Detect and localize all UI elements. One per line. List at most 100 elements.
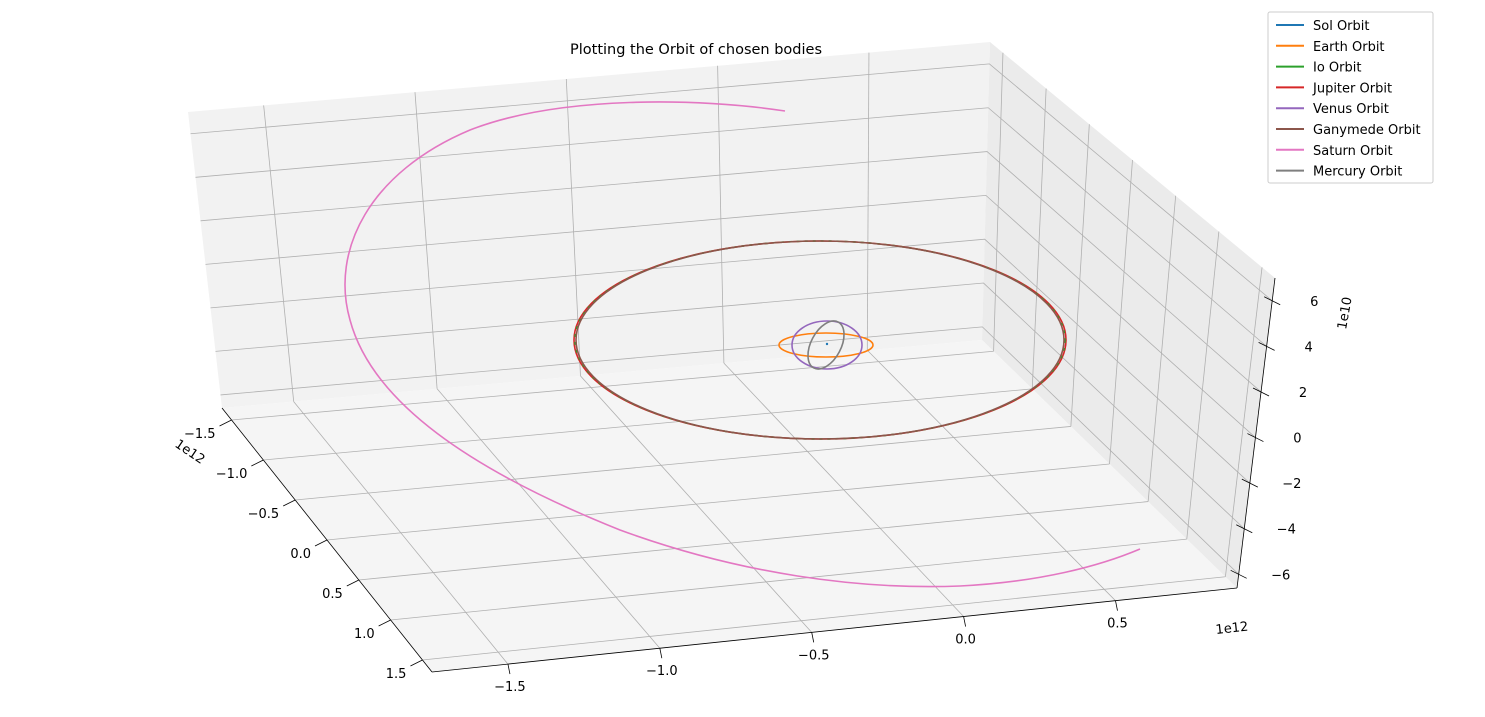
x-tick-mark bbox=[251, 459, 264, 467]
z-tick-label: −4 bbox=[1277, 523, 1296, 538]
legend-label: Earth Orbit bbox=[1313, 40, 1385, 55]
x-tick-mark bbox=[219, 419, 232, 427]
z-grid-line bbox=[200, 151, 1262, 393]
x-tick-label: −1.5 bbox=[184, 427, 216, 442]
z-grid-line bbox=[205, 194, 1256, 438]
venus-orbit-line bbox=[791, 320, 863, 370]
y-grid-line bbox=[414, 92, 438, 389]
legend-label: Saturn Orbit bbox=[1313, 144, 1393, 159]
y-axis-line bbox=[431, 587, 1238, 673]
legend-label: Sol Orbit bbox=[1313, 19, 1370, 34]
chart-title: Plotting the Orbit of chosen bodies bbox=[570, 42, 822, 58]
x-tick-mark bbox=[346, 579, 359, 587]
z-tick-label: 0 bbox=[1293, 432, 1301, 447]
x-tick-label: 1.0 bbox=[354, 627, 375, 642]
z-axis-ticks: −6 −4 −2 0 2 4 6 bbox=[1230, 295, 1318, 583]
x-tick-label: 0.0 bbox=[290, 547, 311, 562]
mercury-orbit-line bbox=[807, 320, 845, 370]
z-grid-line bbox=[210, 238, 1251, 484]
back-pane bbox=[188, 42, 990, 408]
x-grid-line bbox=[1225, 267, 1263, 577]
legend: Sol Orbit Earth Orbit Io Orbit Jupiter Orbi… bbox=[1267, 11, 1434, 184]
y-axis-offset-label: 1e12 bbox=[1215, 620, 1249, 638]
x-tick-label: −1.0 bbox=[216, 467, 248, 482]
y-axis-ticks: −1.5 −1.0 −0.5 0.0 0.5 bbox=[494, 600, 1128, 695]
y-grid-line bbox=[263, 105, 295, 402]
y-tick-mark bbox=[507, 663, 511, 675]
x-grid-line bbox=[263, 388, 1033, 461]
y-tick-label: −0.5 bbox=[798, 648, 830, 663]
z-tick-label: 6 bbox=[1310, 295, 1318, 310]
x-grid-line bbox=[1186, 231, 1220, 540]
z-tick-mark bbox=[1230, 569, 1247, 579]
right-pane bbox=[982, 42, 1275, 588]
y-grid-line bbox=[717, 65, 725, 364]
legend-label: Io Orbit bbox=[1313, 61, 1361, 76]
orbits bbox=[344, 101, 1141, 588]
y-tick-label: −1.0 bbox=[646, 664, 678, 679]
x-grid-line bbox=[1070, 124, 1090, 427]
x-grid-line bbox=[1031, 88, 1047, 389]
grid-lines bbox=[190, 52, 1273, 665]
z-grid-line bbox=[190, 63, 1273, 302]
z-tick-label: 2 bbox=[1299, 386, 1307, 401]
y-tick-mark bbox=[1115, 600, 1118, 611]
x-tick-mark bbox=[314, 539, 328, 547]
x-tick-label: −0.5 bbox=[248, 507, 280, 522]
y-grid-line bbox=[436, 388, 661, 649]
legend-frame bbox=[1267, 11, 1434, 184]
x-grid-line bbox=[390, 538, 1187, 621]
x-tick-label: 0.5 bbox=[322, 587, 343, 602]
z-tick-mark bbox=[1258, 342, 1275, 351]
x-grid-line bbox=[326, 463, 1110, 541]
y-tick-label: 0.5 bbox=[1107, 617, 1128, 632]
z-grid-line bbox=[195, 107, 1267, 347]
x-grid-line bbox=[1147, 195, 1177, 502]
x-grid-line bbox=[993, 52, 1004, 352]
x-grid-line bbox=[358, 501, 1149, 581]
x-grid-line bbox=[422, 576, 1226, 661]
x-grid-line bbox=[231, 350, 994, 421]
earth-orbit-line bbox=[778, 332, 874, 358]
x-tick-label: 1.5 bbox=[386, 667, 407, 682]
x-axis-ticks: −1.5 −1.0 −0.5 0.0 0.5 1.0 1.5 bbox=[184, 419, 423, 682]
z-tick-label: 4 bbox=[1304, 340, 1312, 355]
axes-panes bbox=[188, 42, 1275, 672]
z-axis-line bbox=[1236, 277, 1276, 589]
y-tick-mark bbox=[659, 648, 663, 659]
z-tick-label: −6 bbox=[1271, 568, 1290, 583]
legend-label: Venus Orbit bbox=[1313, 102, 1389, 117]
x-grid-line bbox=[1109, 159, 1133, 465]
legend-items: Sol Orbit Earth Orbit Io Orbit Jupiter Orbi… bbox=[1276, 19, 1421, 180]
y-grid-line bbox=[866, 52, 870, 351]
y-grid-line bbox=[866, 349, 1116, 601]
y-tick-mark bbox=[811, 632, 815, 643]
y-grid-line bbox=[580, 375, 813, 633]
z-tick-mark bbox=[1264, 296, 1281, 306]
z-grid-line bbox=[220, 326, 1239, 575]
y-tick-label: −1.5 bbox=[494, 680, 526, 695]
saturn-orbit-line bbox=[344, 101, 1141, 588]
ganymede-orbit-line bbox=[575, 240, 1065, 440]
z-tick-label: −2 bbox=[1282, 477, 1301, 492]
x-tick-mark bbox=[283, 499, 296, 507]
z-grid-line bbox=[215, 282, 1245, 530]
x-grid-line bbox=[295, 426, 1071, 501]
legend-label: Ganymede Orbit bbox=[1313, 123, 1421, 138]
z-tick-mark bbox=[1247, 433, 1264, 442]
z-tick-mark bbox=[1241, 478, 1259, 488]
x-tick-mark bbox=[378, 619, 391, 627]
z-axis-offset-label: 1e10 bbox=[1335, 296, 1355, 331]
y-grid-line bbox=[293, 401, 509, 665]
y-tick-label: 0.0 bbox=[955, 633, 976, 648]
z-tick-mark bbox=[1236, 524, 1253, 534]
z-tick-mark bbox=[1252, 387, 1270, 397]
legend-label: Mercury Orbit bbox=[1313, 165, 1402, 180]
sol-orbit-line bbox=[825, 342, 829, 346]
y-tick-mark bbox=[963, 616, 966, 627]
y-grid-line bbox=[723, 362, 964, 617]
legend-label: Jupiter Orbit bbox=[1312, 81, 1392, 96]
floor-pane bbox=[222, 340, 1237, 672]
x-tick-mark bbox=[410, 659, 423, 667]
